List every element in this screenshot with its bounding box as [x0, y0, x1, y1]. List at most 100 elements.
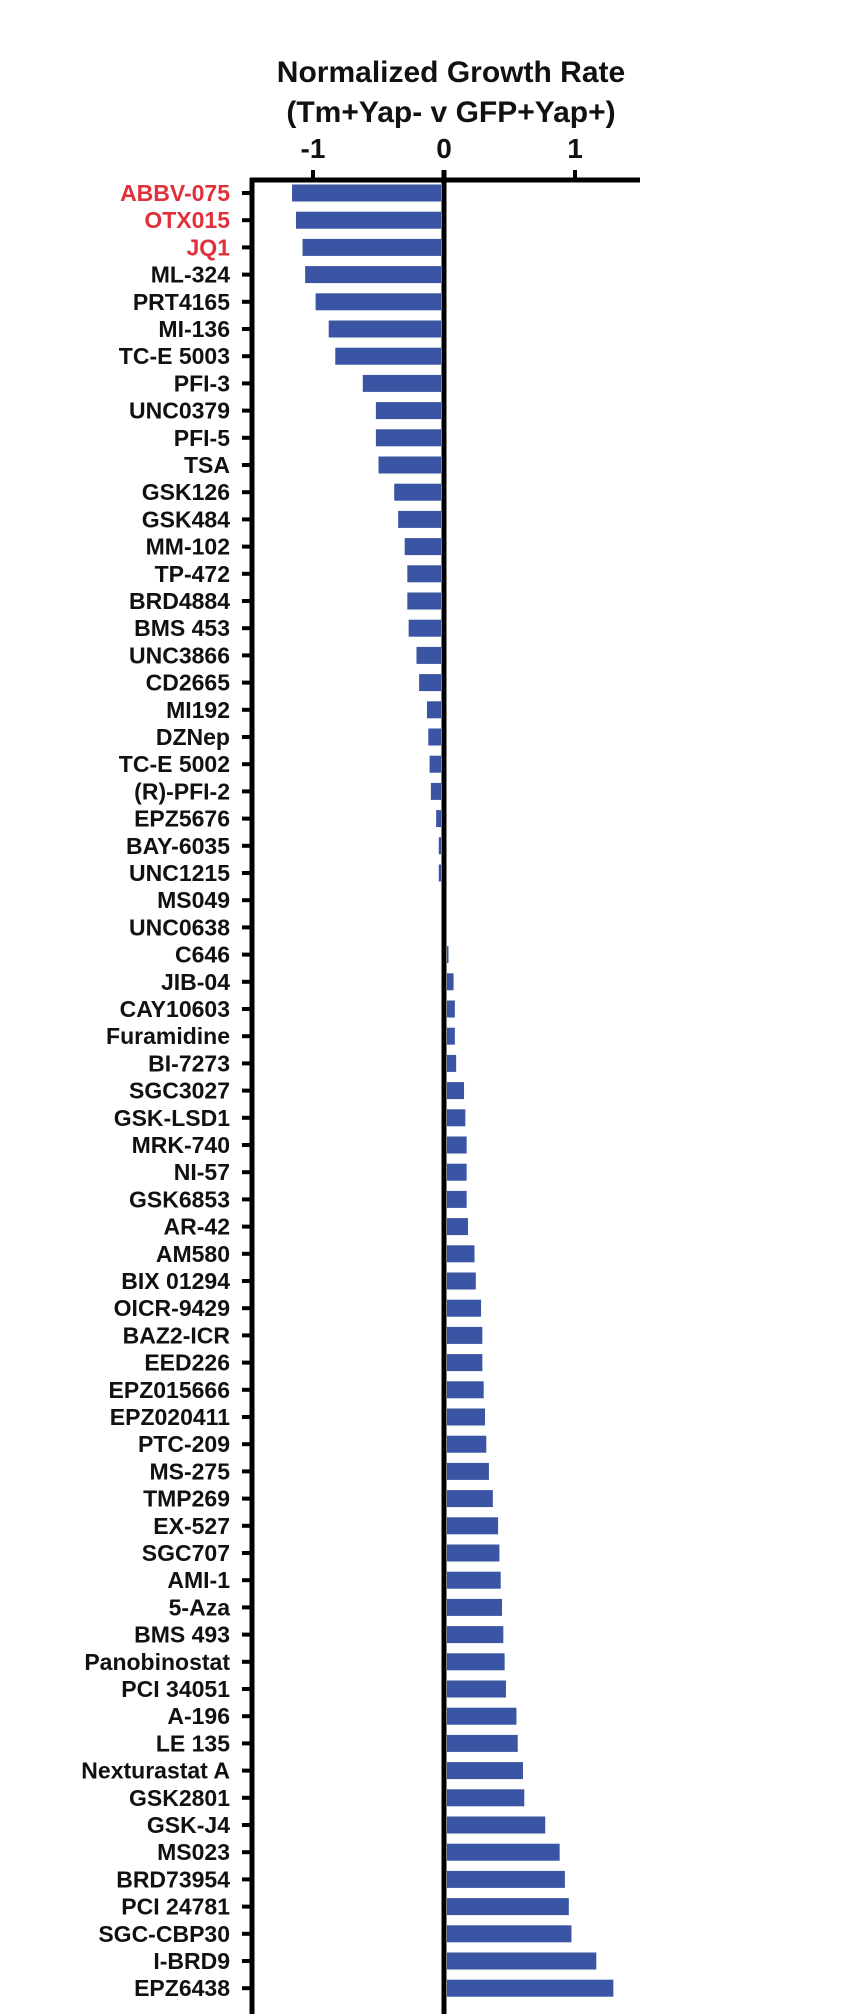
category-label: PRT4165 — [133, 289, 230, 315]
category-label: TP-472 — [155, 561, 230, 587]
bar — [447, 1299, 482, 1317]
category-label: EED226 — [144, 1350, 230, 1376]
bar — [447, 1979, 614, 1997]
category-label: BAY-6035 — [126, 833, 230, 859]
category-label: ABBV-075 — [120, 180, 230, 206]
bar — [302, 238, 441, 256]
bar — [438, 864, 441, 882]
bar — [335, 347, 441, 365]
category-label: GSK2801 — [129, 1785, 230, 1811]
category-label: PTC-209 — [138, 1431, 230, 1457]
x-tick-label: 0 — [436, 133, 452, 164]
category-label: GSK-LSD1 — [114, 1105, 231, 1131]
category-label: MI192 — [166, 697, 230, 723]
category-label: GSK484 — [142, 506, 230, 532]
chart-subtitle: (Tm+Yap- v GFP+Yap+) — [286, 96, 615, 129]
category-label: SGC707 — [142, 1540, 230, 1566]
bar — [404, 538, 441, 556]
category-label: AMI-1 — [167, 1567, 230, 1593]
bar — [447, 1462, 489, 1480]
bar — [438, 837, 441, 855]
bar — [375, 429, 441, 447]
bar — [447, 1843, 560, 1861]
category-label: EPZ020411 — [110, 1404, 230, 1430]
category-label: SGC3027 — [129, 1078, 230, 1104]
category-label: BMS 453 — [134, 615, 230, 641]
x-tick-label: 1 — [567, 133, 583, 164]
bar — [447, 1816, 546, 1834]
bar — [447, 1136, 467, 1154]
bar — [447, 1870, 565, 1888]
category-label: BI-7273 — [148, 1050, 230, 1076]
category-label: TC-E 5002 — [119, 751, 230, 777]
category-label: TSA — [184, 452, 230, 478]
bar — [394, 483, 441, 501]
bar — [447, 1680, 506, 1698]
bar — [436, 810, 441, 828]
category-label: PFI-3 — [174, 370, 230, 396]
bar — [447, 1408, 485, 1426]
bar — [430, 782, 441, 800]
bar — [362, 374, 441, 392]
bar — [315, 293, 441, 311]
category-label: NI-57 — [174, 1159, 230, 1185]
category-label: UNC3866 — [129, 642, 230, 668]
category-label: TMP269 — [143, 1486, 230, 1512]
category-label: JIB-04 — [161, 969, 230, 995]
category-label: ML-324 — [151, 262, 230, 288]
bar — [408, 619, 441, 637]
bar — [292, 184, 441, 202]
category-label: BAZ2-ICR — [123, 1322, 231, 1348]
x-axis-ticks: -1 0 1 — [301, 133, 583, 180]
category-label: PCI 34051 — [121, 1676, 230, 1702]
category-label: UNC0638 — [129, 914, 230, 940]
bar — [447, 1653, 505, 1671]
category-label: MS-275 — [149, 1458, 230, 1484]
bar — [428, 728, 441, 746]
bar — [447, 1435, 487, 1453]
category-label: GSK-J4 — [147, 1812, 230, 1838]
bar — [447, 1734, 518, 1752]
chart-title: Normalized Growth Rate — [277, 56, 625, 89]
category-label: EPZ6438 — [134, 1975, 230, 2001]
category-label: EPZ015666 — [109, 1377, 230, 1403]
bar — [447, 1517, 499, 1535]
category-label: BRD73954 — [116, 1866, 230, 1892]
bar — [447, 1190, 467, 1208]
bar — [447, 1163, 467, 1181]
category-label: MRK-740 — [132, 1132, 230, 1158]
category-label: PCI 24781 — [121, 1894, 230, 1920]
category-label: DZNep — [156, 724, 230, 750]
category-label: Nexturastat A — [81, 1758, 230, 1784]
bar — [447, 1326, 483, 1344]
category-label: 5-Aza — [169, 1594, 231, 1620]
bar — [447, 1490, 493, 1508]
bar — [447, 946, 449, 964]
bar — [447, 1354, 483, 1372]
x-tick-label: -1 — [301, 133, 326, 164]
category-label: A-196 — [167, 1703, 230, 1729]
category-label: Furamidine — [106, 1023, 230, 1049]
category-label: UNC0379 — [129, 398, 230, 424]
bar — [447, 1027, 455, 1045]
bar — [419, 674, 441, 692]
bar — [447, 1381, 484, 1399]
category-label: TC-E 5003 — [119, 343, 230, 369]
category-label: UNC1215 — [129, 860, 230, 886]
category-label: Panobinostat — [84, 1649, 230, 1675]
category-label: (R)-PFI-2 — [134, 778, 230, 804]
bar — [447, 1789, 525, 1807]
bar — [378, 456, 441, 474]
bar — [447, 1762, 523, 1780]
category-label: EPZ5676 — [134, 806, 230, 832]
category-label: OTX015 — [144, 207, 230, 233]
bar — [447, 1245, 475, 1263]
bar — [447, 973, 454, 991]
bar — [328, 320, 441, 338]
bar — [447, 1898, 569, 1916]
category-label: BRD4884 — [129, 588, 230, 614]
bar — [447, 1109, 466, 1127]
category-label: SGC-CBP30 — [98, 1921, 230, 1947]
bar — [447, 1626, 504, 1644]
